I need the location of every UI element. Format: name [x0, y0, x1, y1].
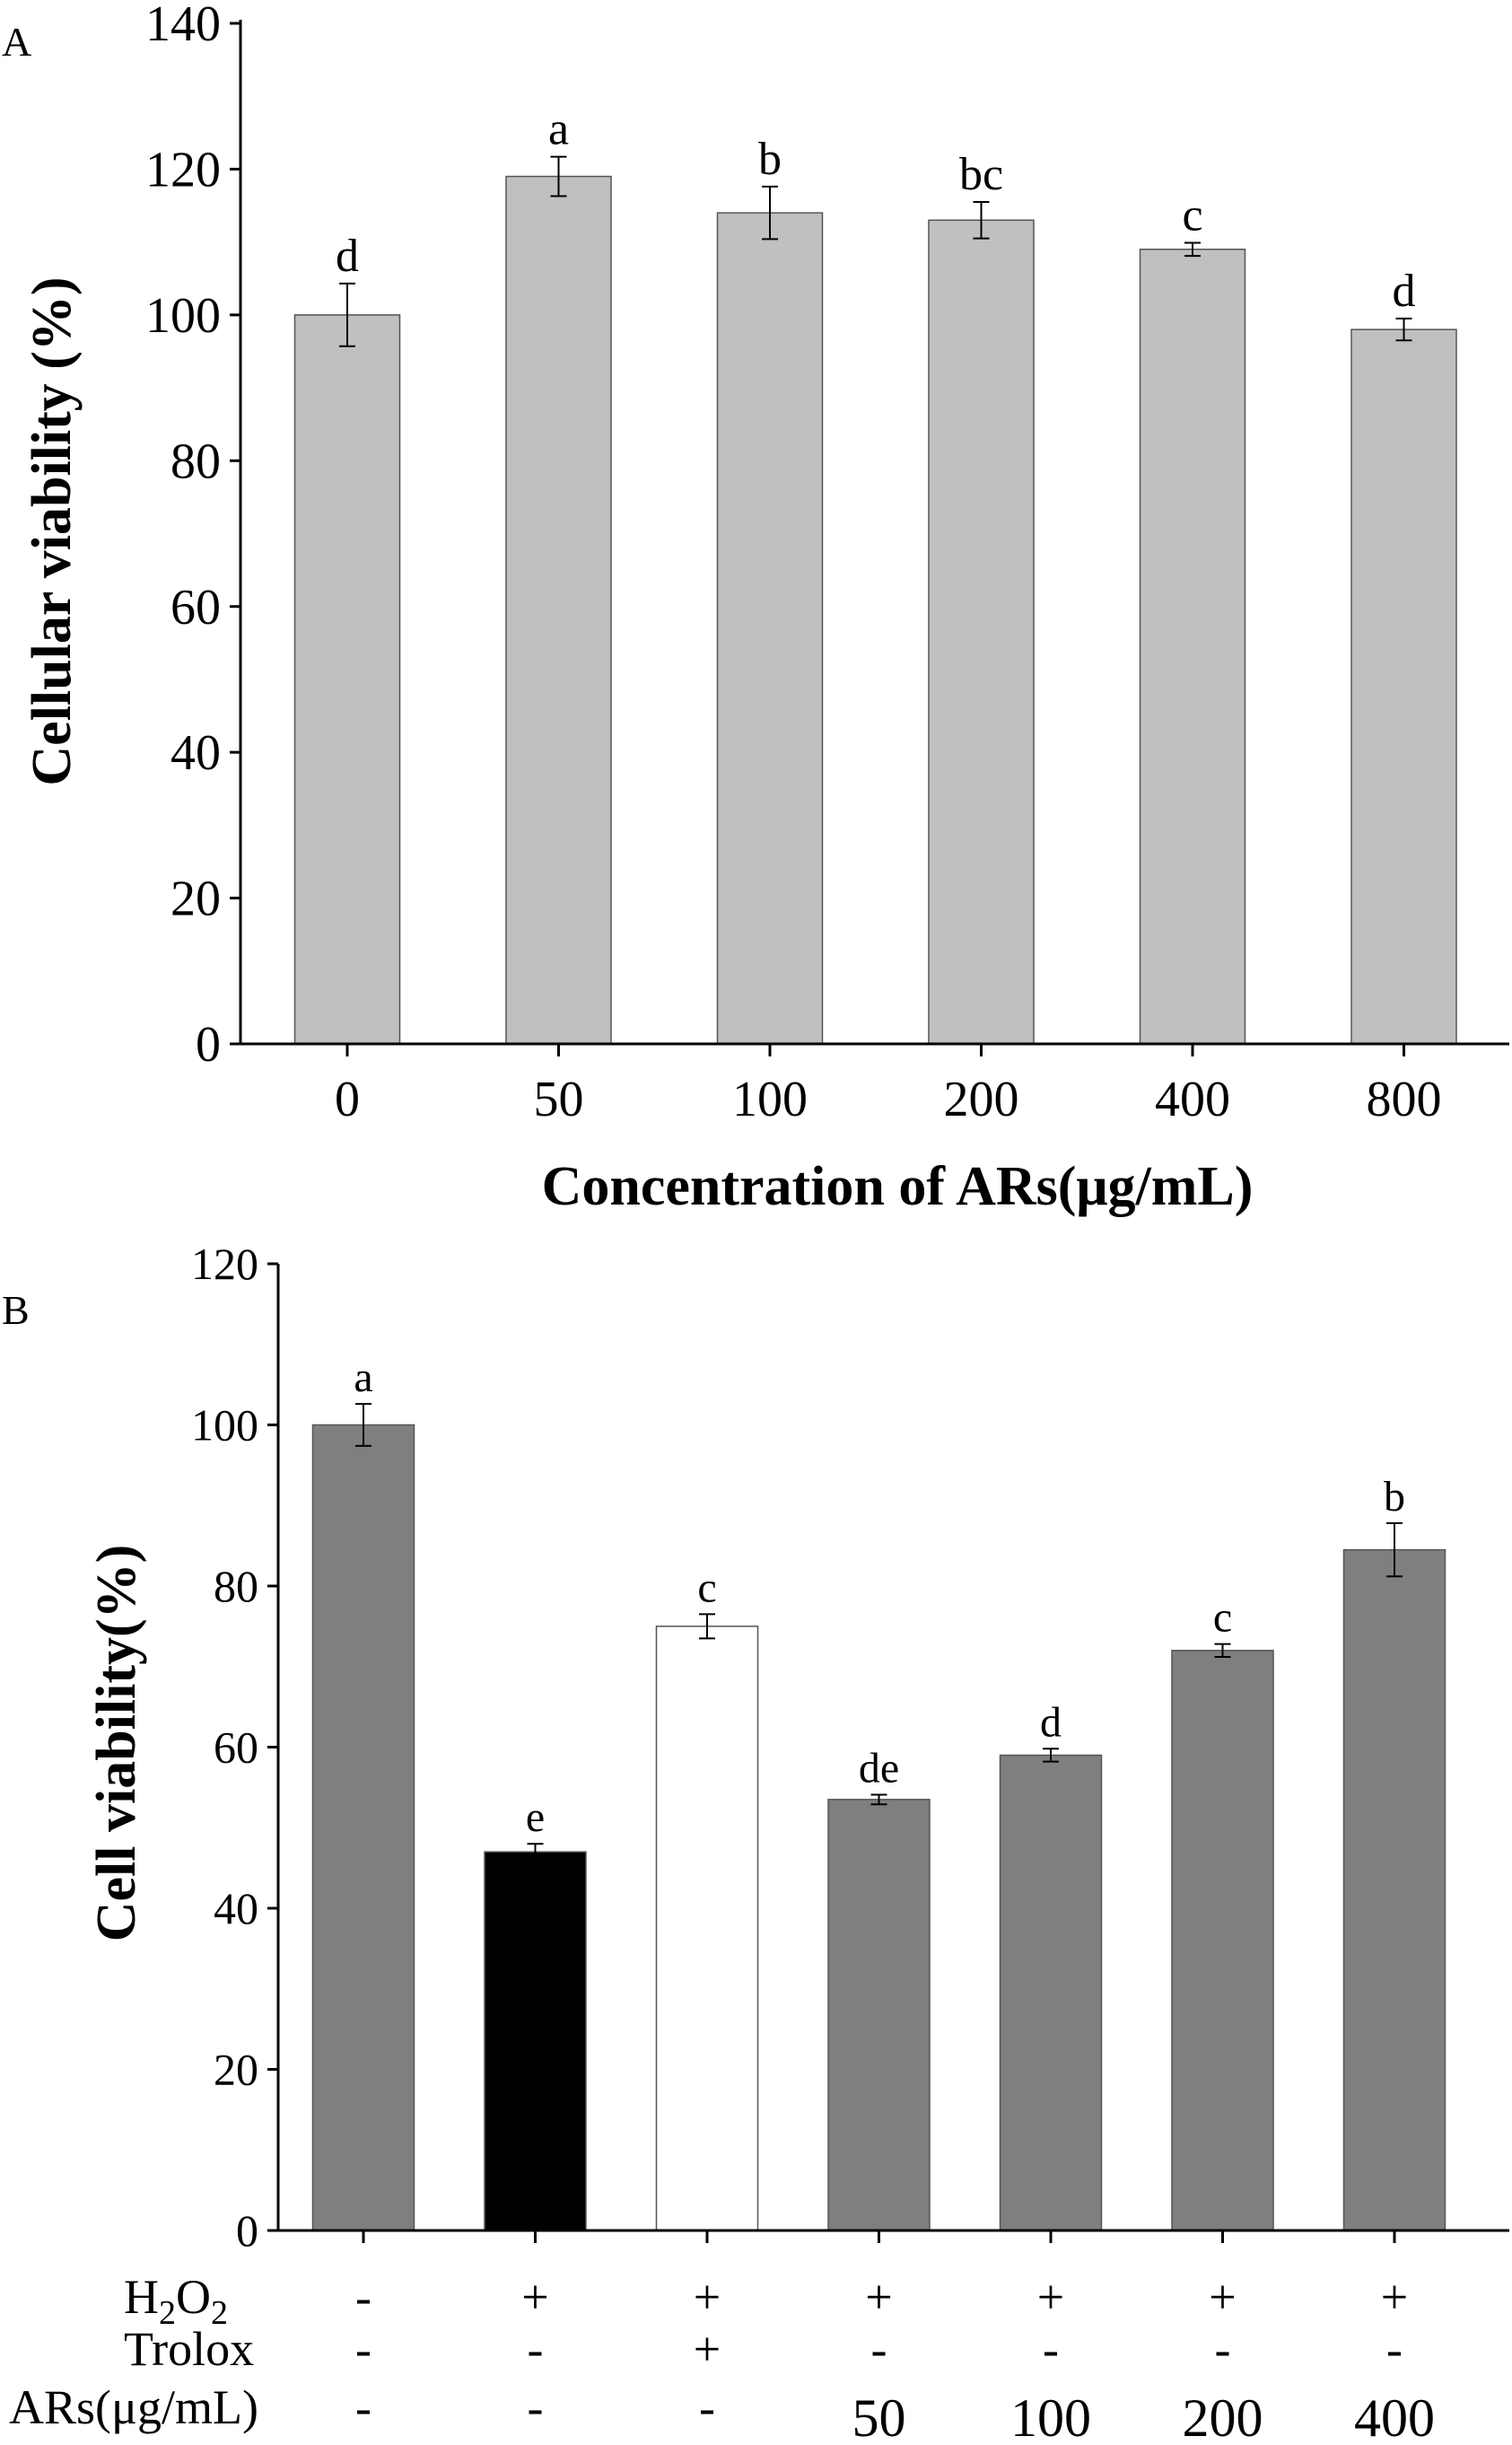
significance-letter: b — [1384, 1473, 1405, 1520]
panel-a-error-bars — [339, 155, 1412, 347]
x-tick-label: 100 — [732, 1072, 808, 1127]
panel-b-y-ticks: 0 20 40 60 80 100 120 — [191, 1239, 278, 2256]
significance-letter: bc — [959, 149, 1003, 200]
bar — [484, 1851, 587, 2231]
treatment-table-values: - + + + + + +- - + - - - -- - -50 100 200 400 — [355, 2230, 1435, 2445]
x-tick-label: 800 — [1367, 1072, 1442, 1127]
y-tick-label: 60 — [214, 1722, 258, 1773]
bar — [505, 175, 612, 1045]
y-tick-label: 120 — [191, 1239, 258, 1289]
significance-letter: c — [697, 1564, 716, 1611]
bar — [716, 212, 824, 1045]
y-tick-label: 0 — [236, 2205, 258, 2256]
treatment-cell: - — [871, 2322, 887, 2376]
panel-a-bars — [293, 175, 1457, 1045]
treatment-row-label-ars: ARs(μg/mL) — [9, 2380, 258, 2434]
significance-letter: c — [1213, 1594, 1232, 1642]
significance-letter: a — [354, 1354, 372, 1401]
y-tick-label: 140 — [145, 0, 221, 52]
treatment-cell: - — [355, 2380, 371, 2434]
bar — [1171, 1650, 1274, 2231]
panel-b-label: B — [2, 1287, 30, 1333]
panel-b-significance-letters: a e c de d c b — [354, 1354, 1405, 1841]
treatment-cell: + — [521, 2270, 548, 2324]
y-tick-label: 40 — [170, 725, 221, 781]
significance-letter: d — [336, 231, 359, 282]
y-tick-label: 60 — [170, 580, 221, 635]
panel-a-label: A — [2, 19, 31, 65]
treatment-cell: - — [528, 2380, 544, 2434]
y-tick-label: 120 — [145, 142, 221, 197]
panel-b-bars — [311, 1424, 1446, 2231]
panel-a-y-axis-title: Cellular viability (%) — [22, 276, 83, 785]
y-tick-label: 0 — [196, 1017, 221, 1073]
treatment-cell: + — [1037, 2270, 1064, 2324]
y-tick-label: 100 — [145, 288, 221, 344]
treatment-cell: 200 — [1183, 2388, 1263, 2445]
significance-letter: b — [758, 134, 782, 185]
treatment-cell: - — [528, 2322, 544, 2376]
y-tick-label: 20 — [214, 2045, 258, 2095]
treatment-cell: 50 — [852, 2388, 906, 2445]
panel-a-x-axis-title: Concentration of ARs(μg/mL) — [542, 1156, 1254, 1217]
x-tick-label: 50 — [534, 1072, 584, 1127]
treatment-cell: - — [1386, 2322, 1403, 2376]
panel-a-significance-letters: d a b bc c d — [336, 104, 1416, 317]
x-tick-label: 400 — [1155, 1072, 1230, 1127]
treatment-cell: 100 — [1010, 2388, 1091, 2445]
bar — [293, 314, 401, 1045]
treatment-cell: 400 — [1354, 2388, 1435, 2445]
panel-b-y-axis-title: Cell viability(%) — [86, 1545, 147, 1942]
y-tick-label: 80 — [170, 434, 221, 489]
y-tick-label: 100 — [191, 1400, 258, 1450]
significance-letter: c — [1182, 189, 1202, 241]
significance-letter: d — [1040, 1698, 1062, 1746]
y-tick-label: 40 — [214, 1883, 258, 1933]
treatment-cell: - — [355, 2270, 371, 2324]
y-tick-label: 20 — [170, 872, 221, 927]
significance-letter: de — [859, 1744, 899, 1792]
significance-letter: e — [526, 1793, 545, 1841]
treatment-cell: - — [699, 2380, 715, 2434]
treatment-cell: + — [1381, 2270, 1408, 2324]
y-tick-label: 80 — [214, 1561, 258, 1611]
treatment-cell: + — [865, 2270, 892, 2324]
x-tick-label: 200 — [944, 1072, 1019, 1127]
treatment-cell: - — [1043, 2322, 1059, 2376]
bar — [311, 1424, 415, 2231]
bar — [655, 1626, 759, 2231]
panel-b: B a e c de d c b 0 20 40 60 80 100 120 Cell viabilit… — [2, 1239, 1509, 2445]
bar — [999, 1754, 1103, 2231]
significance-letter: d — [1393, 266, 1416, 317]
significance-letter: a — [548, 104, 569, 155]
treatment-row-label-h2o2: H2O2 — [124, 2270, 228, 2332]
bar — [1342, 1548, 1446, 2231]
treatment-cell: - — [1215, 2322, 1231, 2376]
treatment-cell: + — [694, 2270, 721, 2324]
treatment-cell: + — [694, 2322, 721, 2376]
panel-a: A d a b bc c d 0 20 40 60 80 100 120 140 0 50 100 200 40… — [2, 0, 1509, 1217]
treatment-cell: - — [355, 2322, 371, 2376]
panel-b-error-bars — [355, 1403, 1403, 1862]
panel-a-y-ticks: 0 20 40 60 80 100 120 140 — [145, 0, 240, 1073]
bar — [1350, 329, 1457, 1045]
treatment-cell: + — [1209, 2270, 1236, 2324]
x-tick-label: 0 — [335, 1072, 360, 1127]
bar — [1139, 249, 1246, 1045]
bar — [827, 1799, 931, 2231]
bar — [928, 219, 1035, 1045]
treatment-row-label-trolox: Trolox — [124, 2322, 254, 2376]
panel-a-x-ticks: 0 50 100 200 400 800 — [335, 1044, 1442, 1127]
